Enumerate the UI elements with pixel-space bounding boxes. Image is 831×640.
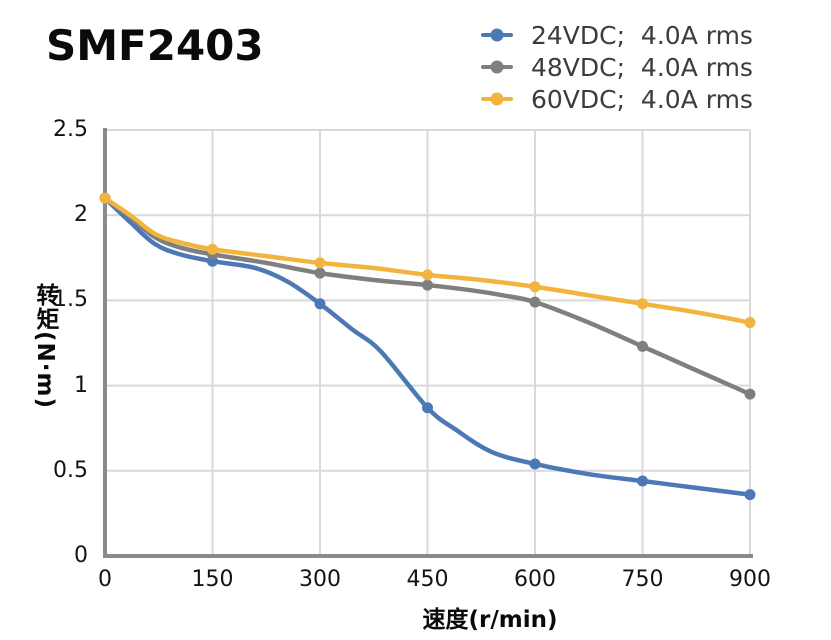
series-marker-0 — [529, 458, 541, 470]
legend: 24VDC; 4.0A rms 48VDC; 4.0A rms 60VDC; 4.0… — [481, 19, 753, 115]
x-tick-label: 750 — [621, 567, 664, 592]
chart-title: SMF2403 — [46, 21, 264, 70]
series-marker-1 — [637, 340, 648, 352]
legend-label: 60VDC; 4.0A rms — [531, 84, 753, 114]
x-tick-label: 150 — [191, 567, 234, 592]
legend-dot-icon — [490, 92, 504, 106]
series-line-2 — [102, 195, 753, 325]
legend-item-1[interactable]: 48VDC; 4.0A rms — [481, 51, 753, 83]
series-marker-0 — [744, 489, 756, 501]
legend-dot-icon — [490, 60, 504, 74]
legend-dot-icon — [490, 28, 504, 42]
y-tick-label: 2 — [74, 202, 88, 228]
y-tick-label: 2.5 — [53, 117, 88, 142]
y-tick-label: 0 — [74, 543, 88, 568]
legend-item-2[interactable]: 60VDC; 4.0A rms — [481, 83, 753, 115]
legend-line-dot-icon — [481, 28, 513, 42]
series-marker-2 — [99, 192, 111, 204]
legend-line-dot-icon — [481, 60, 513, 74]
series-line-0 — [102, 195, 753, 497]
series-marker-0 — [422, 402, 433, 414]
series-marker-2 — [529, 281, 541, 293]
x-tick-label: 900 — [729, 567, 771, 592]
y-axis-title: 转矩(N·m) — [32, 283, 58, 409]
x-tick-label: 0 — [98, 567, 112, 592]
series-marker-2 — [314, 257, 326, 269]
legend-label: 24VDC; 4.0A rms — [531, 20, 753, 50]
x-tick-label: 300 — [299, 567, 341, 592]
series-marker-1 — [744, 388, 756, 400]
legend-item-0[interactable]: 24VDC; 4.0A rms — [481, 19, 753, 51]
series-marker-2 — [637, 298, 648, 310]
legend-line-dot-icon — [481, 92, 513, 106]
series-marker-2 — [207, 243, 218, 255]
y-tick-label: 0.5 — [53, 457, 88, 483]
y-tick-label: 1.5 — [53, 287, 88, 313]
series-marker-2 — [744, 317, 756, 329]
series-marker-1 — [314, 267, 326, 279]
series-line-1 — [102, 195, 753, 397]
x-tick-label: 450 — [406, 567, 449, 592]
series-marker-1 — [422, 279, 433, 291]
series-marker-0 — [314, 298, 326, 310]
y-tick-label: 1 — [74, 372, 88, 398]
series-marker-2 — [422, 269, 433, 281]
x-axis-title: 速度(r/min) — [422, 607, 558, 633]
x-tick-label: 600 — [514, 567, 556, 592]
series-marker-0 — [637, 475, 648, 487]
legend-label: 48VDC; 4.0A rms — [531, 52, 753, 82]
series-marker-1 — [529, 296, 541, 308]
